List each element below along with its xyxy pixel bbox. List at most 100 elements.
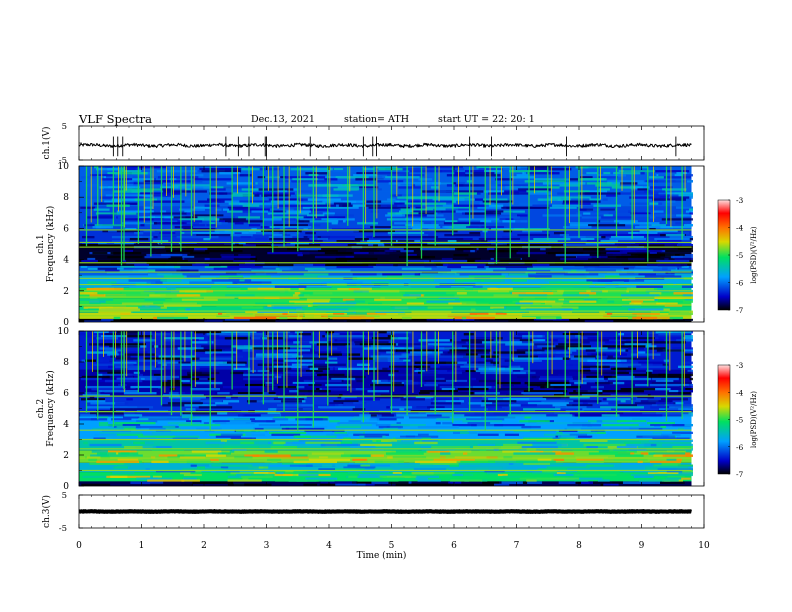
noise-cell	[517, 333, 530, 336]
noise-cell	[618, 333, 625, 336]
noise-cell	[686, 259, 693, 263]
noise-cell	[410, 200, 453, 203]
noise-cell	[486, 216, 520, 219]
noise-cell	[681, 285, 693, 288]
waveform-trace	[77, 509, 693, 514]
noise-cell	[473, 446, 513, 449]
noise-cell	[388, 481, 409, 484]
noise-cell	[506, 394, 524, 397]
noise-cell	[474, 412, 507, 415]
noise-cell	[561, 198, 590, 201]
noise-cell	[286, 247, 306, 251]
noise-cell	[283, 394, 305, 397]
noise-cell	[326, 310, 354, 313]
noise-cell	[606, 357, 650, 360]
noise-cell	[192, 279, 199, 282]
noise-cell	[504, 190, 537, 193]
noise-cell	[198, 406, 233, 409]
noise-cell	[297, 190, 312, 193]
noise-cell	[82, 235, 95, 239]
noise-cell	[264, 337, 283, 340]
noise-cell	[373, 335, 389, 338]
noise-cell	[378, 477, 383, 480]
noise-cell	[180, 375, 192, 379]
noise-cell	[360, 318, 385, 321]
noise-cell	[110, 408, 150, 411]
noise-cell	[568, 349, 577, 352]
noise-cell	[134, 198, 163, 201]
noise-cell	[582, 408, 612, 411]
noise-cell	[654, 318, 662, 321]
noise-cell	[220, 237, 256, 241]
noise-cell	[396, 414, 427, 417]
noise-cell	[436, 318, 480, 321]
noise-cell	[263, 392, 269, 395]
noise-cell	[632, 425, 655, 429]
noise-cell	[252, 347, 291, 350]
noise-cell	[454, 483, 496, 486]
noise-cell	[332, 316, 375, 320]
noise-cell	[193, 296, 201, 299]
noise-cell	[689, 390, 693, 393]
noise-cell	[551, 275, 589, 278]
noise-cell	[670, 255, 693, 259]
noise-cell	[349, 462, 354, 465]
noise-cell	[528, 357, 563, 360]
noise-cell	[307, 394, 340, 397]
noise-cell	[424, 265, 437, 269]
noise-cell	[478, 237, 521, 241]
noise-cell	[418, 178, 433, 181]
noise-cell	[682, 361, 693, 364]
noise-cell	[669, 316, 683, 320]
noise-cell	[439, 431, 453, 434]
noise-cell	[637, 188, 649, 191]
noise-cell	[232, 281, 272, 284]
noise-cell	[488, 265, 533, 269]
noise-cell	[250, 275, 271, 278]
noise-cell	[473, 287, 513, 291]
noise-cell	[304, 263, 327, 267]
noise-cell	[243, 377, 279, 381]
x-tick-label: 1	[139, 541, 145, 551]
noise-cell	[508, 365, 521, 369]
noise-cell	[563, 235, 602, 239]
noise-cell	[331, 222, 338, 225]
noise-cell	[605, 285, 616, 288]
noise-cell	[426, 206, 470, 209]
noise-cell	[264, 180, 290, 183]
noise-cell	[537, 458, 552, 461]
noise-cell	[279, 267, 293, 270]
noise-cell	[682, 414, 693, 417]
noise-cell	[418, 339, 450, 342]
noise-cell	[502, 450, 545, 453]
noise-cell	[279, 228, 285, 231]
noise-cell	[501, 273, 509, 276]
noise-cell	[580, 237, 595, 241]
noise-cell	[233, 316, 277, 320]
noise-cell	[84, 392, 101, 395]
noise-cell	[603, 458, 648, 461]
noise-cell	[558, 298, 564, 301]
noise-cell	[144, 298, 166, 301]
noise-cell	[631, 300, 644, 303]
noise-cell	[602, 424, 639, 427]
colorbar-tick-label: -4	[736, 388, 744, 397]
noise-cell	[520, 306, 551, 309]
noise-cell	[369, 412, 392, 415]
noise-cell	[515, 302, 533, 305]
noise-cell	[196, 427, 222, 431]
noise-cell	[273, 361, 279, 364]
noise-cell	[583, 298, 591, 301]
noise-cell	[354, 460, 383, 464]
noise-cell	[439, 365, 474, 369]
noise-cell	[607, 412, 643, 415]
noise-cell	[462, 452, 468, 455]
noise-cell	[607, 300, 615, 303]
noise-cell	[370, 345, 394, 348]
noise-cell	[97, 259, 123, 263]
noise-cell	[463, 437, 499, 440]
noise-cell	[454, 172, 466, 175]
noise-cell	[272, 210, 283, 213]
noise-cell	[595, 381, 613, 385]
